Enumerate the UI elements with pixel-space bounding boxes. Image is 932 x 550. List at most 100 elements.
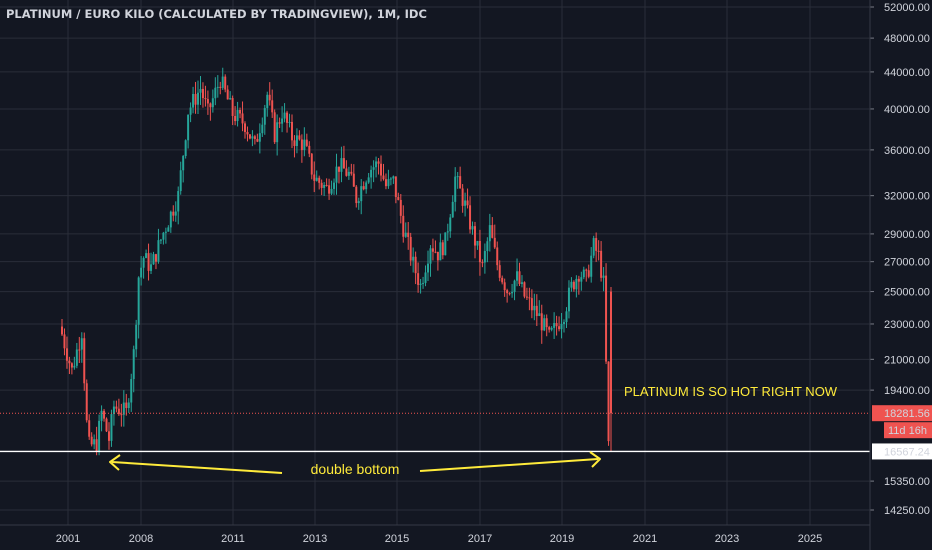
candle-body [498, 265, 501, 278]
candle-body [142, 257, 145, 268]
candle-body [226, 89, 229, 100]
candle-body [83, 338, 86, 384]
annotation-double-bottom[interactable]: double bottom [311, 461, 400, 477]
candle-body [197, 92, 200, 105]
candle-body [244, 123, 246, 132]
candle-body [464, 200, 467, 206]
candle-body [115, 406, 118, 409]
candle-body [375, 161, 378, 168]
candle-body [352, 173, 355, 187]
candle-body [516, 271, 519, 281]
candle-body [303, 139, 306, 151]
candle-body [93, 439, 96, 445]
candle-body [506, 290, 509, 294]
candle-body [167, 227, 170, 232]
candle-body [268, 94, 271, 101]
candle-body [362, 186, 365, 190]
candle-body [577, 278, 580, 282]
candle-body [459, 176, 462, 189]
candle-body [342, 158, 345, 169]
arrow-right-head [589, 451, 601, 468]
candle-body [493, 237, 496, 248]
candle-body [380, 163, 383, 176]
candle-body [273, 112, 276, 143]
candle-body [204, 98, 207, 100]
y-tick-label: 21000.00 [884, 354, 930, 366]
candle-body [100, 410, 103, 421]
candles [61, 67, 612, 456]
x-tick-label: 2021 [633, 533, 657, 545]
candle-body [135, 324, 138, 350]
candle-body [446, 231, 449, 233]
candle-body [553, 323, 556, 328]
candle-body [330, 188, 333, 194]
y-tick-label: 27000.00 [884, 257, 930, 269]
candle-body [78, 349, 81, 351]
candle-body [231, 98, 234, 116]
candle-body [211, 98, 214, 108]
candle-body [189, 107, 192, 115]
candle-body [157, 240, 160, 262]
candle-body [298, 135, 301, 140]
candle-body [476, 240, 479, 246]
candle-body [169, 211, 172, 228]
x-tick-label: 2025 [798, 533, 822, 545]
candle-body [95, 439, 98, 452]
x-tick-label: 2011 [221, 533, 245, 545]
candle-body [518, 271, 521, 284]
candle-body [367, 177, 370, 183]
candle-body [538, 313, 541, 317]
candle-body [533, 305, 536, 311]
candle-body [570, 281, 573, 288]
time-axis[interactable]: 2001 2008 2011 2013 2015 2017 2019 2021 2023 2025 [0, 524, 870, 545]
candle-body [256, 138, 259, 142]
candle-body [555, 323, 558, 327]
candle-body [216, 86, 219, 88]
countdown-label: 11d 16h [888, 425, 927, 437]
candle-body [318, 177, 321, 183]
candle-body [382, 175, 385, 180]
candle-body [159, 239, 162, 241]
candle-body [491, 225, 494, 238]
candle-body [103, 410, 106, 419]
y-tick-label: 14250.00 [884, 505, 930, 517]
candle-body [434, 251, 437, 253]
candle-body [511, 291, 514, 294]
candle-body [219, 86, 222, 88]
support-price-badge [872, 443, 932, 460]
candle-body [466, 200, 469, 206]
x-tick-label: 2015 [385, 533, 409, 545]
candle-body [145, 253, 148, 258]
candle-body [164, 231, 167, 233]
price-axis[interactable]: 52000.00 48000.00 44000.00 40000.00 36000.00… [869, 0, 932, 550]
arrow-left-head [109, 454, 121, 471]
candle-body [389, 178, 392, 180]
candle-body [201, 88, 204, 99]
candle-body [271, 100, 274, 113]
candle-body [355, 186, 358, 204]
candle-body [444, 232, 447, 256]
y-tick-label: 15350.00 [884, 476, 930, 488]
candle-body [590, 255, 593, 277]
y-tick-label: 36000.00 [884, 145, 930, 157]
candle-body [429, 248, 432, 264]
candle-body [436, 251, 439, 261]
candle-body [70, 363, 73, 368]
candle-body [75, 349, 78, 366]
candle-body [261, 124, 264, 134]
candle-body [488, 225, 491, 242]
candle-body [209, 103, 212, 108]
candle-body [478, 240, 481, 263]
candle-body [179, 170, 182, 192]
candle-body [387, 179, 390, 187]
candle-body [328, 185, 331, 194]
candle-body [325, 184, 328, 186]
candle-body [451, 201, 454, 218]
candle-body [394, 176, 397, 198]
candle-body [333, 182, 336, 189]
candle-body [295, 135, 298, 146]
candle-body [276, 122, 279, 143]
annotation-hot[interactable]: PLATINUM IS SO HOT RIGHT NOW [624, 384, 838, 399]
candle-body [112, 406, 115, 415]
